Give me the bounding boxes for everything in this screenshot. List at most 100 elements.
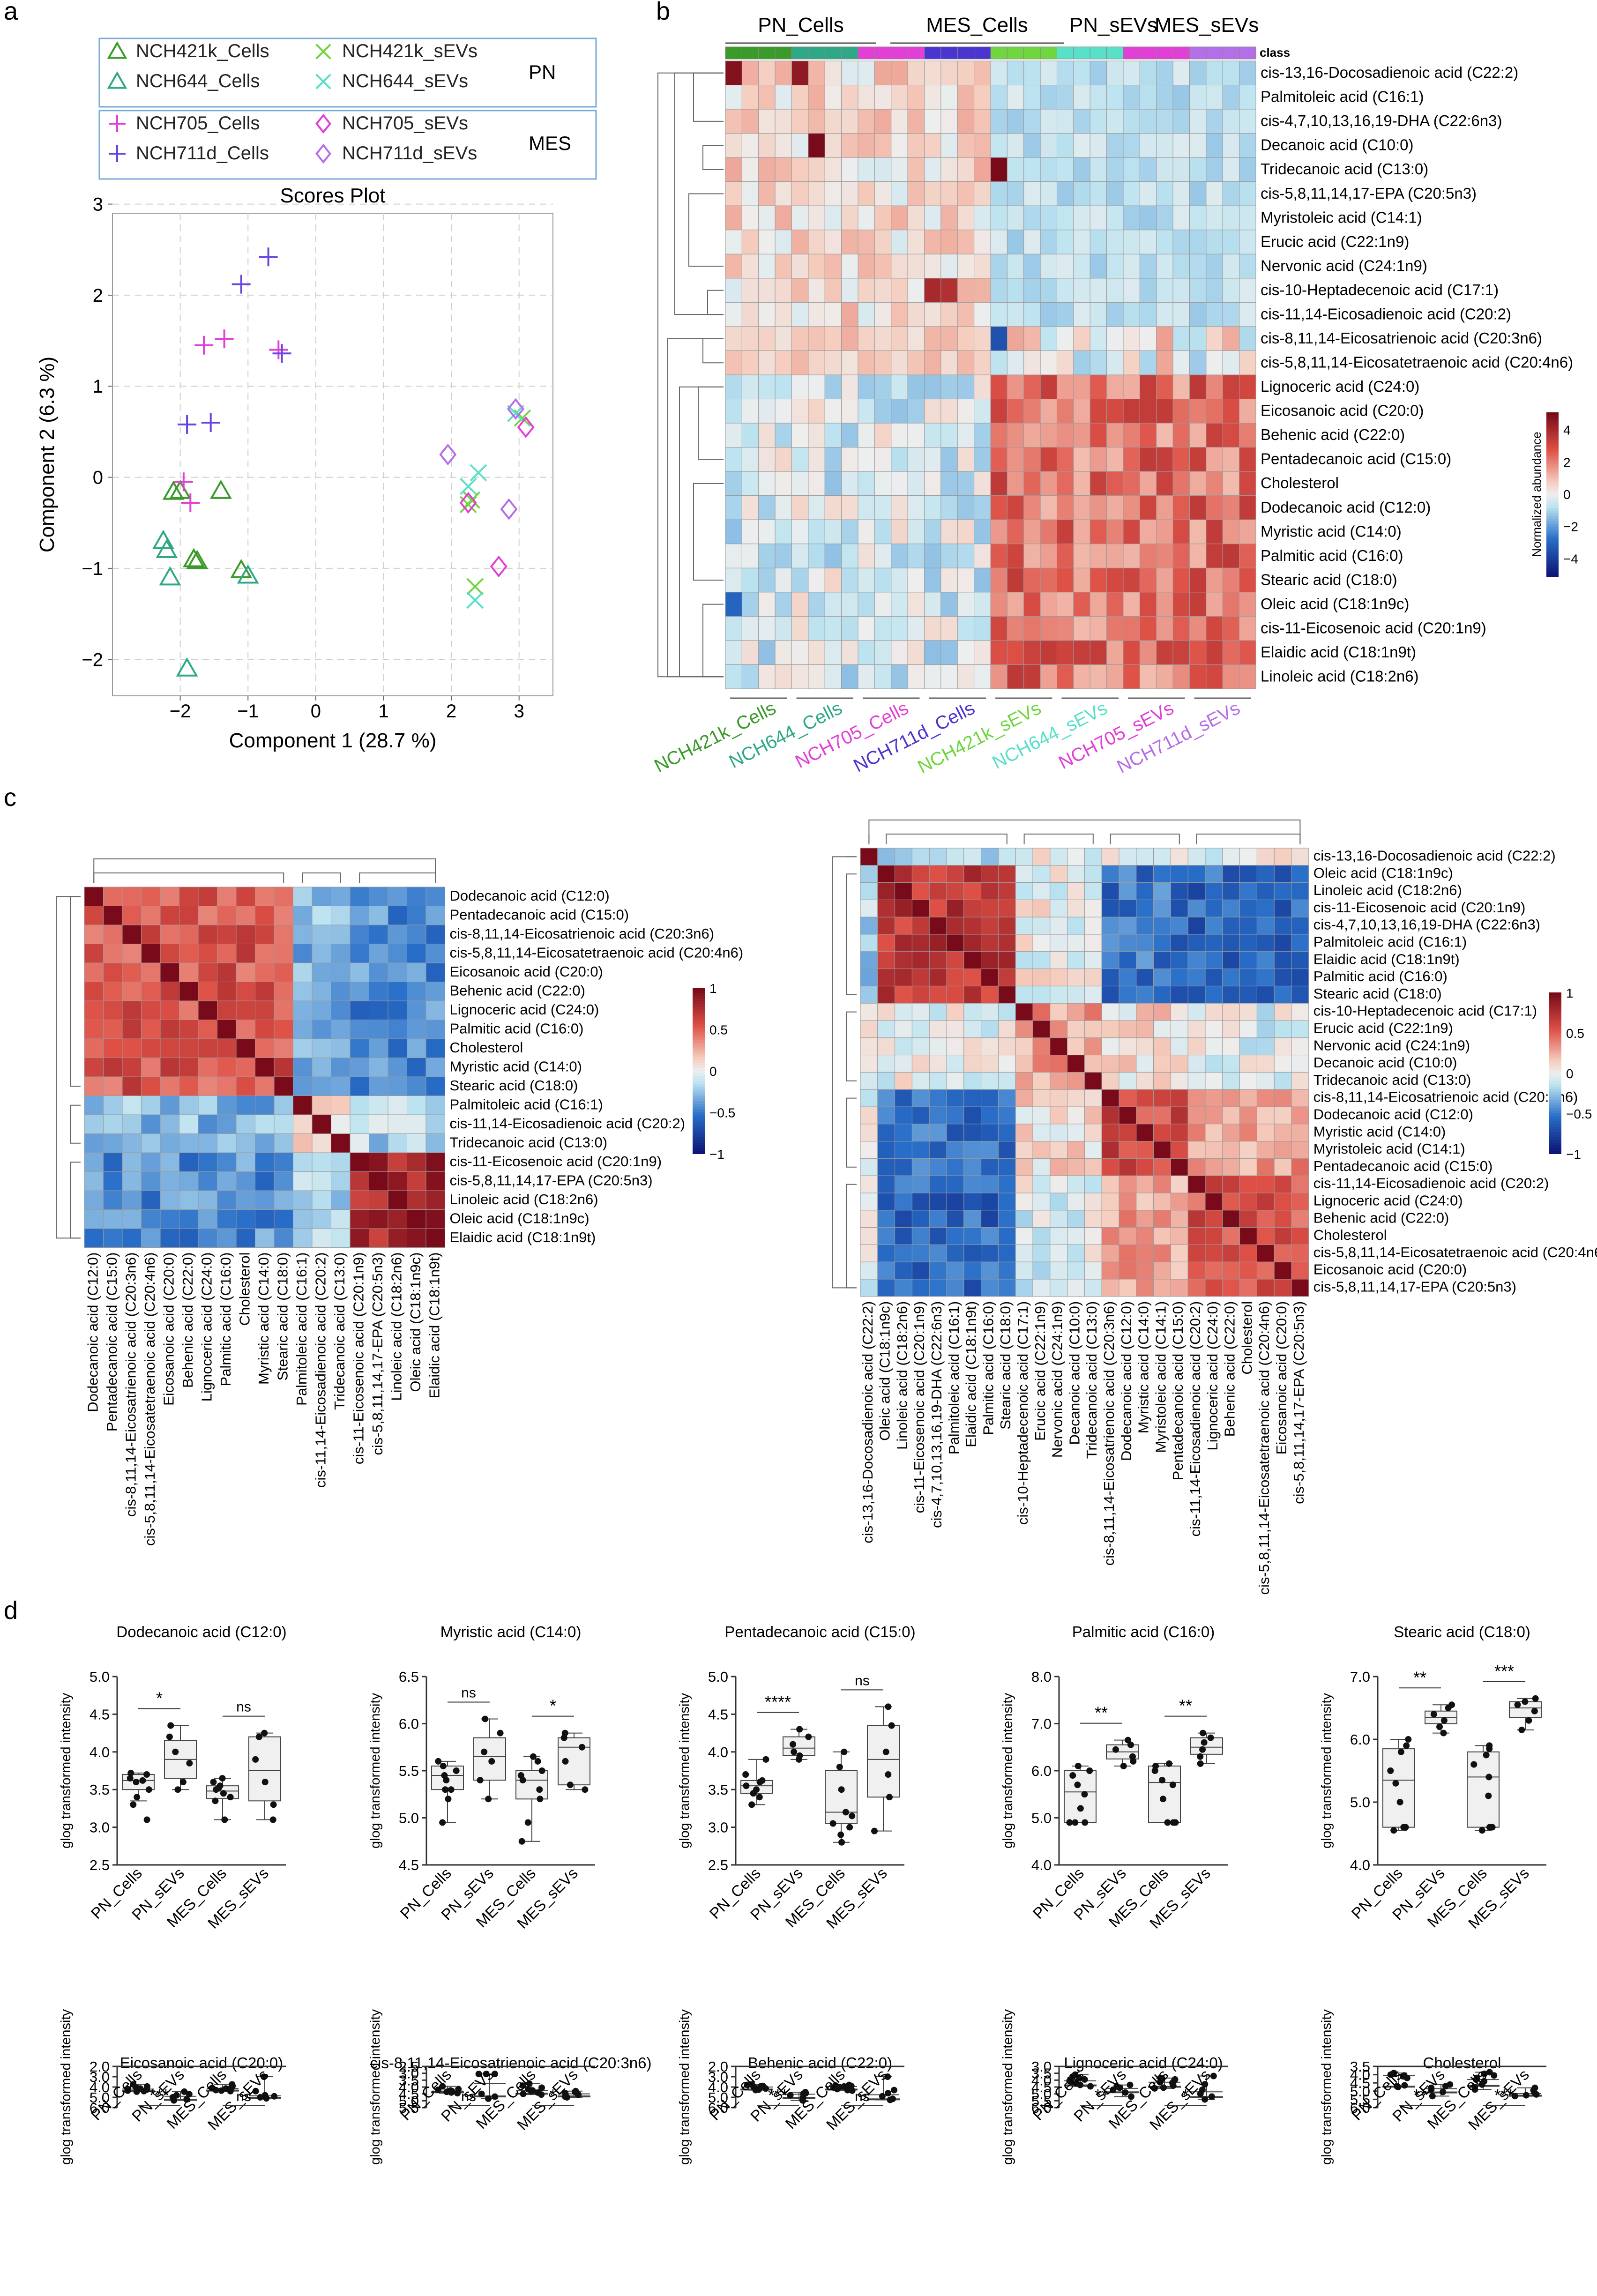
corr-left-cell bbox=[103, 906, 123, 925]
data-point bbox=[1481, 2070, 1488, 2077]
heatmap-cell bbox=[1123, 60, 1140, 86]
point-NCH711d_Cells bbox=[201, 413, 220, 432]
corr-left-cell bbox=[160, 1209, 179, 1229]
heatmap-cell bbox=[775, 592, 792, 617]
y-axis-label: glog transformed intensity bbox=[1000, 2009, 1015, 2165]
point-NCH711d_Cells bbox=[231, 275, 251, 294]
heatmap-cell bbox=[791, 592, 809, 617]
corr-left-colorbar-step bbox=[693, 1076, 705, 1080]
corr-left-colorbar-step bbox=[693, 1128, 705, 1132]
heatmap-cell bbox=[1073, 230, 1090, 254]
tick-label-y: 2.0 bbox=[90, 2058, 110, 2075]
heatmap-cell bbox=[1057, 205, 1074, 231]
heatmap-cell bbox=[775, 205, 792, 231]
boxplot-title: Stearic acid (C18:0) bbox=[1394, 1623, 1530, 1640]
data-point bbox=[485, 2095, 492, 2102]
corr-right-cell bbox=[1136, 1244, 1154, 1262]
heatmap-cell-strong bbox=[808, 133, 825, 158]
y-axis-label: glog transformed intensity bbox=[368, 1692, 383, 1849]
corr-left-cell bbox=[407, 1114, 426, 1134]
corr-right-cell bbox=[1050, 1227, 1068, 1245]
heatmap-cell bbox=[924, 495, 941, 520]
corr-right-cell bbox=[860, 985, 878, 1004]
corr-right-row-label: Stearic acid (C18:0) bbox=[1313, 985, 1442, 1002]
corr-right-cell bbox=[929, 1089, 947, 1107]
corr-left-cell bbox=[198, 887, 217, 906]
corr-left-cell bbox=[160, 1000, 179, 1020]
corr-right-colorbar-step bbox=[1549, 1097, 1561, 1101]
corr-left-cell bbox=[369, 1152, 388, 1172]
legend-marker bbox=[315, 44, 331, 60]
corr-left-col-label: cis-11-Eicosenoic acid (C20:1n9) bbox=[350, 1252, 366, 1465]
sig-label: ns bbox=[855, 2089, 870, 2104]
point-NCH711d_Cells bbox=[272, 344, 291, 363]
corr-right-cell bbox=[1101, 865, 1119, 883]
corr-right-cell bbox=[1032, 899, 1051, 917]
heatmap-cell bbox=[1139, 326, 1157, 351]
heatmap-cell bbox=[1172, 85, 1190, 110]
heatmap-cell bbox=[808, 664, 825, 689]
legend-label: NCH711d_Cells bbox=[136, 143, 269, 164]
heatmap-cell bbox=[957, 302, 975, 327]
corr-right-cell bbox=[895, 1175, 912, 1193]
corr-right-cell bbox=[1291, 1106, 1309, 1125]
corr-right-colorbar-step bbox=[1549, 1022, 1561, 1025]
heatmap-cell bbox=[758, 109, 776, 134]
corr-right-row-label: Erucic acid (C22:1n9) bbox=[1313, 1020, 1453, 1036]
corr-left-cell bbox=[312, 1000, 331, 1020]
corr-right-colorbar-tick: −1 bbox=[1566, 1147, 1581, 1162]
corr-right-cell bbox=[946, 1072, 964, 1090]
heatmap-cell bbox=[1139, 60, 1157, 86]
heatmap-cell bbox=[824, 544, 842, 568]
heatmap-cell bbox=[1206, 640, 1223, 665]
heatmap-cell bbox=[841, 640, 858, 665]
corr-left-cell bbox=[407, 1020, 426, 1039]
heatmap-cell bbox=[1057, 253, 1074, 279]
tick-label-y: 3.0 bbox=[708, 2069, 728, 2085]
corr-right-cell bbox=[1136, 882, 1154, 900]
corr-left-cell bbox=[84, 887, 104, 906]
corr-right-cell bbox=[1050, 1072, 1068, 1090]
corr-right-cell bbox=[981, 848, 999, 866]
corr-right-cell bbox=[1084, 1261, 1102, 1280]
heatmap-cell bbox=[1040, 253, 1057, 279]
heatmap-cell bbox=[924, 133, 941, 158]
corr-right-cell bbox=[1084, 1072, 1102, 1090]
corr-right-cell bbox=[877, 1055, 896, 1073]
heatmap-cell bbox=[1007, 495, 1024, 520]
heatmap-cell bbox=[1040, 471, 1057, 496]
data-point bbox=[1401, 2082, 1408, 2089]
corr-right-cell bbox=[929, 1244, 947, 1262]
data-point bbox=[186, 2091, 193, 2098]
corr-right-cell bbox=[895, 1210, 912, 1228]
point-NCH711d_sEVs bbox=[507, 398, 525, 420]
heatmap-cell bbox=[1090, 133, 1107, 158]
heatmap-cell bbox=[1057, 592, 1074, 617]
corr-left-cell bbox=[274, 1038, 293, 1058]
colorbar-step bbox=[1546, 412, 1559, 416]
dendro-link bbox=[702, 604, 724, 678]
heatmap-row-label: cis-11,14-Eicosadienoic acid (C20:2) bbox=[1261, 305, 1511, 322]
corr-right-cell bbox=[1101, 1003, 1119, 1021]
tick-label-x: 1 bbox=[378, 701, 388, 722]
corr-right-colorbar-step bbox=[1549, 995, 1561, 999]
colorbar-step bbox=[1546, 486, 1559, 490]
heatmap-cell bbox=[741, 640, 759, 665]
corr-left-colorbar-step bbox=[693, 1101, 705, 1104]
data-point bbox=[1125, 1737, 1132, 1744]
heatmap-cell bbox=[741, 374, 759, 400]
corr-left-cell bbox=[274, 887, 293, 906]
heatmap-cell bbox=[808, 640, 825, 665]
heatmap-row-label: Dodecanoic acid (C12:0) bbox=[1261, 499, 1431, 516]
class-strip-cell bbox=[1222, 46, 1240, 60]
heatmap-cell bbox=[907, 205, 925, 231]
corr-right-colorbar-step bbox=[1549, 1143, 1561, 1146]
corr-right-cell bbox=[877, 1037, 896, 1056]
heatmap-cell bbox=[891, 567, 908, 593]
corr-right-colorbar-step bbox=[1549, 1049, 1561, 1052]
corr-left-cell bbox=[407, 1058, 426, 1077]
corr-right-cell bbox=[1274, 1158, 1292, 1176]
colorbar-step bbox=[1546, 494, 1559, 498]
heatmap-cell bbox=[824, 253, 842, 279]
box bbox=[164, 2099, 197, 2101]
